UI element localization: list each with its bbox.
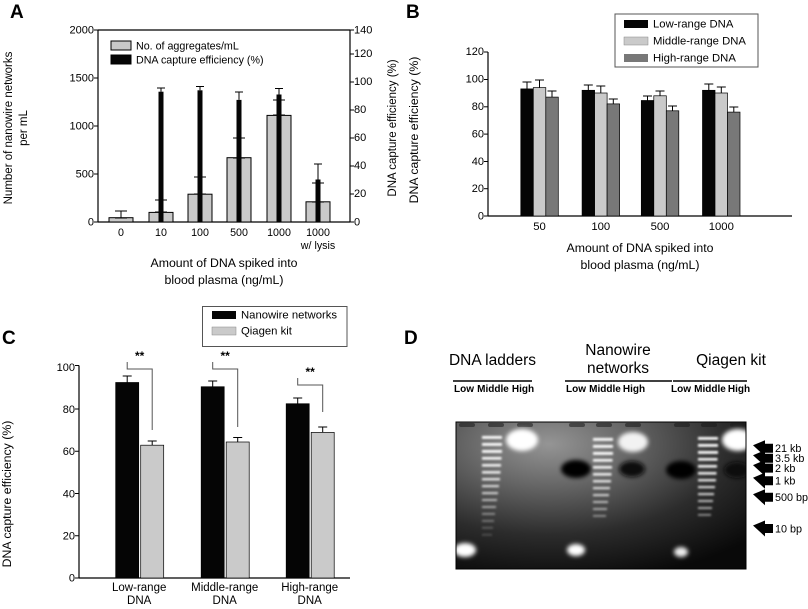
svg-text:2 kb: 2 kb [775, 463, 795, 475]
svg-text:Middle-range: Middle-range [191, 582, 258, 594]
svg-text:120: 120 [354, 48, 372, 60]
svg-text:40: 40 [472, 156, 484, 168]
svg-text:20: 20 [354, 188, 366, 200]
svg-text:50: 50 [533, 221, 546, 233]
svg-text:Low: Low [671, 384, 691, 395]
svg-text:A: A [10, 2, 24, 23]
svg-text:DNA capture efficiency (%): DNA capture efficiency (%) [136, 55, 264, 67]
svg-text:500 bp: 500 bp [775, 492, 808, 504]
svg-text:80: 80 [472, 101, 484, 113]
svg-text:40: 40 [354, 160, 366, 172]
svg-text:Nanowire networks: Nanowire networks [241, 310, 337, 322]
svg-text:No. of aggregates/mL: No. of aggregates/mL [136, 41, 239, 53]
svg-text:High: High [728, 384, 750, 395]
svg-text:**: ** [135, 349, 145, 363]
svg-text:DNA ladders: DNA ladders [449, 352, 536, 369]
svg-text:40: 40 [63, 488, 75, 500]
svg-text:60: 60 [63, 446, 75, 458]
svg-text:100: 100 [466, 74, 484, 86]
svg-text:High-range: High-range [281, 582, 338, 594]
svg-text:Amount of DNA spiked into: Amount of DNA spiked into [567, 241, 714, 255]
svg-text:10: 10 [155, 227, 167, 239]
svg-text:0: 0 [118, 227, 124, 239]
svg-text:Low: Low [566, 384, 586, 395]
svg-text:0: 0 [69, 573, 75, 585]
svg-text:10 bp: 10 bp [775, 523, 802, 535]
svg-text:100: 100 [191, 227, 209, 239]
svg-text:High-range DNA: High-range DNA [653, 53, 736, 65]
svg-text:1000: 1000 [267, 227, 291, 239]
svg-text:Number of nanowire networks: Number of nanowire networks [3, 51, 15, 204]
svg-text:80: 80 [354, 104, 366, 116]
svg-text:120: 120 [466, 46, 484, 58]
svg-text:100: 100 [591, 221, 610, 233]
svg-text:60: 60 [354, 132, 366, 144]
svg-text:20: 20 [63, 530, 75, 542]
svg-text:Low: Low [454, 384, 474, 395]
svg-text:140: 140 [354, 25, 372, 37]
svg-text:100: 100 [354, 76, 372, 88]
svg-text:Low-range DNA: Low-range DNA [653, 19, 734, 31]
svg-text:Qiagen kit: Qiagen kit [696, 352, 766, 369]
svg-text:1000: 1000 [70, 121, 94, 133]
svg-text:D: D [404, 328, 418, 349]
svg-text:C: C [2, 328, 16, 349]
svg-text:blood plasma (ng/mL): blood plasma (ng/mL) [581, 258, 700, 272]
svg-text:w/ lysis: w/ lysis [300, 240, 335, 252]
svg-text:High: High [512, 384, 534, 395]
svg-text:1000: 1000 [709, 221, 734, 233]
svg-text:1500: 1500 [70, 73, 94, 85]
svg-text:0: 0 [478, 211, 484, 223]
svg-text:DNA capture efficiency (%): DNA capture efficiency (%) [387, 59, 399, 196]
svg-text:DNA: DNA [213, 595, 238, 604]
svg-text:**: ** [221, 349, 231, 363]
svg-text:100: 100 [57, 362, 75, 374]
svg-text:2000: 2000 [70, 25, 94, 37]
svg-text:DNA: DNA [127, 595, 152, 604]
svg-text:High: High [623, 384, 645, 395]
svg-text:0: 0 [88, 217, 94, 229]
svg-text:**: ** [306, 365, 316, 379]
svg-text:DNA capture efficiency (%): DNA capture efficiency (%) [0, 421, 14, 568]
svg-text:DNA capture efficiency (%): DNA capture efficiency (%) [407, 57, 421, 204]
svg-text:Amount of DNA spiked into: Amount of DNA spiked into [151, 256, 298, 270]
svg-text:500: 500 [651, 221, 670, 233]
svg-text:80: 80 [63, 404, 75, 416]
svg-text:1 kb: 1 kb [775, 475, 795, 487]
svg-text:500: 500 [230, 227, 248, 239]
svg-text:blood plasma (ng/mL): blood plasma (ng/mL) [165, 273, 284, 287]
svg-text:Nanowire: Nanowire [585, 342, 650, 359]
svg-text:500: 500 [76, 169, 94, 181]
svg-text:Middle: Middle [589, 384, 621, 395]
svg-text:per mL: per mL [18, 110, 30, 146]
svg-text:1000: 1000 [306, 227, 330, 239]
svg-text:60: 60 [472, 129, 484, 141]
svg-text:Middle: Middle [477, 384, 509, 395]
svg-text:Qiagen kit: Qiagen kit [241, 326, 293, 338]
svg-text:20: 20 [472, 183, 484, 195]
svg-text:DNA: DNA [298, 595, 323, 604]
svg-text:Low-range: Low-range [112, 582, 166, 594]
svg-text:networks: networks [587, 360, 649, 377]
svg-text:B: B [406, 2, 420, 23]
svg-text:Middle-range DNA: Middle-range DNA [653, 36, 746, 48]
svg-text:0: 0 [354, 217, 360, 229]
svg-text:Middle: Middle [694, 384, 726, 395]
